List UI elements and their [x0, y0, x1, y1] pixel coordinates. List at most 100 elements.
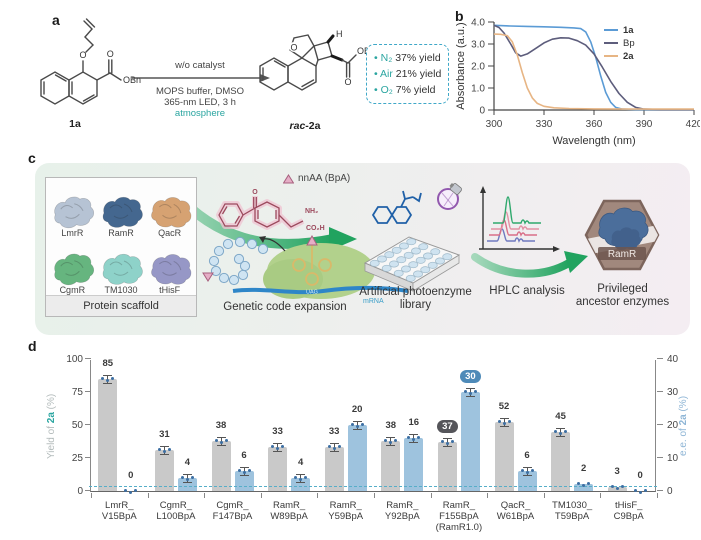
- yield-row-air: • Air 21% yield: [374, 66, 441, 82]
- mrna-label: mRNA: [363, 298, 384, 305]
- bar-chart-panel: Yield of 2a (%) e.e. of 2a (%) 0 25 50 75 10…: [30, 342, 698, 538]
- arrow-to-ancestor: [471, 253, 573, 278]
- ee-bar: [404, 438, 424, 491]
- yield-bar: [494, 422, 514, 491]
- cgmr-structure-icon: [54, 253, 95, 286]
- data-point: [224, 438, 228, 442]
- hplc-chromatogram-icon: [479, 186, 560, 252]
- hplc-caption: HPLC analysis: [489, 285, 565, 297]
- x-tick-mark: [91, 492, 92, 498]
- data-point: [587, 482, 591, 486]
- data-point: [582, 484, 586, 488]
- data-point: [281, 445, 285, 449]
- scaffold-box-title: Protein scaffold: [46, 295, 196, 316]
- ribosome-illustration: UAG mRNA: [202, 234, 409, 305]
- genetic-expansion-caption: Genetic code expansion: [223, 301, 347, 313]
- protein-cell-cgmr: CgmR: [48, 238, 97, 295]
- yield-value-label: 3: [614, 466, 620, 478]
- ytick-3: 3.0: [471, 40, 485, 51]
- rac-italic: rac: [289, 120, 306, 132]
- ee-bar: [574, 484, 594, 491]
- data-point: [129, 491, 133, 494]
- yield-value-label: 31: [159, 429, 170, 441]
- background-yield-dashed-line: [89, 486, 657, 488]
- data-point: [620, 485, 624, 489]
- yield-row-n2: • N₂ 37% yield: [374, 50, 441, 66]
- category-label: RamR_ F155BpA (RamR1.0): [435, 500, 483, 533]
- compound-rac-2a-label: rac-2a: [275, 120, 335, 132]
- category-label: LmrR_ V15BpA: [101, 500, 137, 522]
- yield-bar: [437, 442, 457, 491]
- protein-cell-lmrr: LmrR: [48, 181, 97, 238]
- bpa-co2h-label: CO₂H: [306, 225, 325, 232]
- ee-value-label: 6: [524, 450, 530, 462]
- tm1030-structure-icon: [102, 253, 143, 285]
- x-axis-ticks: 300 330 360 390 420: [486, 110, 700, 130]
- category-label: RamR_ Y59BpA: [328, 500, 364, 522]
- yield-value-label: 85: [102, 357, 114, 369]
- data-point: [450, 440, 454, 444]
- yield-bar: [211, 440, 231, 491]
- data-point: [185, 477, 189, 481]
- ytick-1: 1.0: [471, 84, 485, 95]
- ee-bar: [347, 425, 367, 491]
- compound-1a-label: 1a: [69, 118, 81, 130]
- data-point: [577, 482, 581, 486]
- peptide-chain: [208, 236, 269, 286]
- x-tick-mark: [204, 492, 206, 498]
- workflow-diagram: LmrR RamR QacR CgmR TM1030 tHisF Protein scaf…: [35, 163, 690, 335]
- h-stereocenter-label: H: [336, 30, 343, 39]
- data-point: [473, 390, 477, 393]
- data-point: [106, 378, 110, 382]
- hexagon-protein-label: RamR: [608, 249, 636, 260]
- ytick-2: 2.0: [471, 62, 485, 73]
- right-tick-label: 30: [667, 387, 679, 398]
- yield-value-label: 52: [498, 401, 510, 413]
- y-axis-title: Absorbance (a.u.): [455, 22, 467, 109]
- legend-2a: 2a: [623, 51, 634, 62]
- data-point: [559, 431, 563, 435]
- product-structure-rac-2a: O H O OBn: [259, 30, 372, 91]
- xtick-420: 420: [686, 119, 700, 130]
- x-tick-mark: [600, 492, 602, 498]
- data-point: [384, 438, 388, 442]
- data-point: [502, 422, 506, 426]
- yield-value-label: 38: [215, 419, 227, 431]
- category-label: RamR_ W89BpA: [270, 500, 308, 522]
- data-point: [407, 436, 411, 440]
- data-point: [525, 471, 529, 475]
- ether-oxygen-label: O: [79, 50, 86, 60]
- category-label: RamR_ Y92BpA: [384, 500, 420, 522]
- right-tick-mark: [657, 391, 663, 392]
- x-tick-mark: [430, 492, 432, 498]
- led-lamp-icon: [437, 182, 462, 210]
- carbonyl-oxygen-label: O: [107, 49, 114, 59]
- x-tick-mark: [543, 492, 545, 498]
- absorbance-chart: 0 1.0 2.0 3.0 4.0 300 330 360 390 420 Wa…: [455, 18, 700, 148]
- bullet-icon: •: [374, 52, 378, 64]
- trna-nnaa-triangle: [306, 234, 318, 246]
- ee-value-label: 4: [184, 456, 191, 468]
- condition-1: MOPS buffer, DMSO: [156, 86, 244, 97]
- data-point: [530, 469, 534, 473]
- right-tick-mark: [657, 424, 663, 425]
- condition-2: 365-nm LED, 3 h: [164, 97, 236, 108]
- right-tick-label: 0: [667, 486, 673, 497]
- data-point: [610, 485, 614, 489]
- ee-bar: [291, 477, 311, 491]
- privileged-caption: Privileged ancestor enzymes: [555, 283, 690, 309]
- uag-codon-label: UAG: [306, 290, 318, 296]
- mrna-strand: [232, 286, 409, 295]
- yield-bar: [268, 447, 288, 491]
- data-point: [167, 448, 171, 452]
- right-axis-post: (%): [678, 395, 689, 415]
- ee-value-label: 30: [448, 370, 492, 383]
- bar-plot-area: 0 25 50 75 100 0 10 20 30 40 85 0 LmrR_ V15BpA 31 4 CgmR…: [66, 354, 678, 533]
- privileged-caption-line1: Privileged: [597, 283, 648, 295]
- x-tick-mark: [657, 492, 658, 498]
- yield-bar: [551, 431, 571, 491]
- nnaa-label: nnAA (BpA): [298, 173, 351, 184]
- xtick-390: 390: [636, 119, 653, 130]
- x-tick-mark: [147, 492, 149, 498]
- library-caption-line1: Artificial photoenzyme: [359, 286, 472, 298]
